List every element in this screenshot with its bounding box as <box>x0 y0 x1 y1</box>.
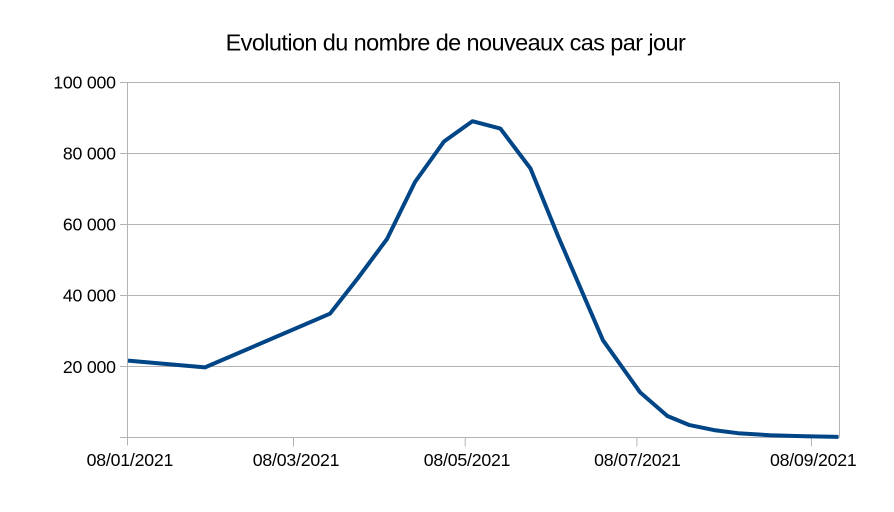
svg-text:08/03/2021: 08/03/2021 <box>253 450 340 470</box>
svg-text:08/05/2021: 08/05/2021 <box>424 450 511 470</box>
svg-text:40 000: 40 000 <box>63 286 116 306</box>
svg-text:80 000: 80 000 <box>63 144 116 164</box>
svg-text:Evolution du nombre de nouveau: Evolution du nombre de nouveaux cas par … <box>226 30 686 56</box>
svg-text:100 000: 100 000 <box>53 72 116 92</box>
svg-text:20 000: 20 000 <box>63 357 116 377</box>
svg-text:08/07/2021: 08/07/2021 <box>594 450 681 470</box>
svg-text:08/09/2021: 08/09/2021 <box>770 450 857 470</box>
svg-text:08/01/2021: 08/01/2021 <box>87 450 174 470</box>
svg-text:60 000: 60 000 <box>63 215 116 235</box>
